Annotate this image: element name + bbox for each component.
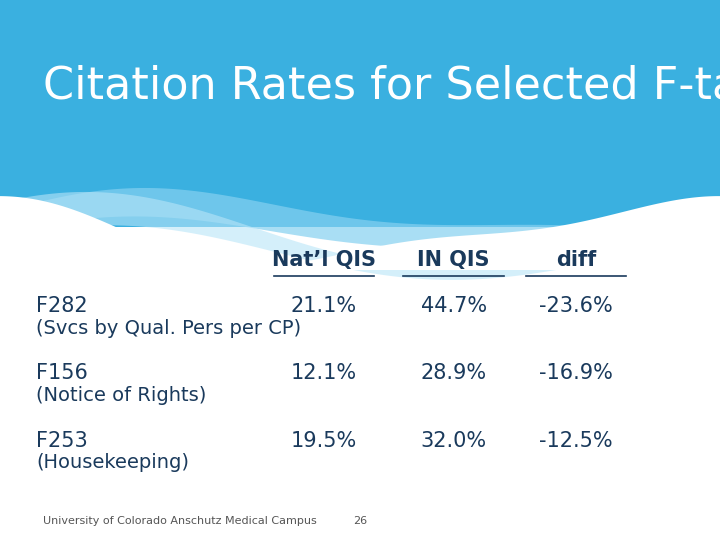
Text: -23.6%: -23.6% [539,296,613,316]
Text: F156: F156 [36,363,88,383]
Text: 44.7%: 44.7% [420,296,487,316]
Text: (Housekeeping): (Housekeeping) [36,454,189,472]
Text: 21.1%: 21.1% [291,296,357,316]
Text: F282: F282 [36,296,88,316]
Text: 12.1%: 12.1% [291,363,357,383]
Text: -12.5%: -12.5% [539,431,613,451]
Text: 32.0%: 32.0% [420,431,487,451]
Text: (Notice of Rights): (Notice of Rights) [36,386,207,405]
Text: (Svcs by Qual. Pers per CP): (Svcs by Qual. Pers per CP) [36,319,301,338]
Text: 19.5%: 19.5% [291,431,357,451]
Text: 26: 26 [353,516,367,526]
Text: 28.9%: 28.9% [420,363,487,383]
Text: Nat’l QIS: Nat’l QIS [272,250,376,270]
Text: diff: diff [556,250,596,270]
Text: University of Colorado Anschutz Medical Campus: University of Colorado Anschutz Medical … [43,516,317,526]
Text: F253: F253 [36,431,88,451]
Text: Citation Rates for Selected F-tags: Citation Rates for Selected F-tags [43,65,720,108]
Text: -16.9%: -16.9% [539,363,613,383]
Text: IN QIS: IN QIS [418,250,490,270]
